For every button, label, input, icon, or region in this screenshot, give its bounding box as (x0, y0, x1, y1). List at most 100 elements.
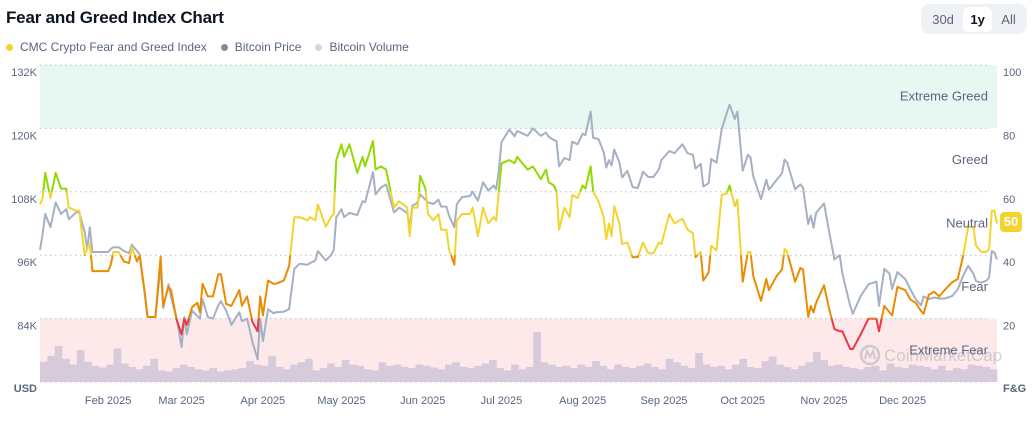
left-axis-tick: 120K (11, 130, 37, 142)
volume-bar (842, 366, 851, 382)
volume-bar (606, 369, 615, 382)
volume-bar (790, 369, 799, 382)
volume-bar (179, 364, 188, 382)
legend-dot-grey-icon (220, 43, 228, 51)
volume-bar (886, 363, 895, 382)
volume-bar (371, 370, 379, 382)
volume-bar (157, 370, 166, 382)
right-axis-tick: 20 (1003, 321, 1015, 333)
volume-bar (135, 369, 144, 382)
x-axis-tick: Nov 2025 (800, 395, 847, 407)
chart-legend: CMC Crypto Fear and Greed Index Bitcoin … (6, 40, 409, 54)
volume-bar (960, 369, 968, 382)
volume-bar (584, 366, 593, 382)
tab-all[interactable]: All (1001, 11, 1016, 27)
legend-item-bitcoin-price[interactable]: Bitcoin Price (220, 40, 302, 54)
volume-bar (489, 359, 497, 382)
zone-band-extreme-greed (40, 65, 997, 129)
volume-bar (282, 369, 291, 382)
volume-bar (746, 366, 755, 382)
volume-bar (496, 368, 505, 382)
volume-bar (562, 365, 571, 382)
volume-bar (231, 369, 240, 382)
volume-bar (466, 368, 475, 382)
fear-greed-line (39, 140, 998, 350)
volume-bar (268, 355, 276, 382)
volume-bar (503, 370, 512, 382)
volume-bar (474, 365, 482, 382)
volume-bar (849, 368, 858, 382)
volume-bar (297, 362, 306, 382)
volume-bar (835, 364, 843, 382)
x-axis-tick: Aug 2025 (559, 395, 606, 407)
watermark-text: CoinMarketCap (884, 346, 1002, 365)
tab-1y[interactable]: 1y (963, 6, 992, 32)
volume-bar (930, 369, 939, 382)
legend-label: Bitcoin Price (234, 40, 302, 54)
volume-bar (680, 365, 689, 382)
volume-bar (194, 369, 203, 382)
volume-bar (628, 368, 637, 382)
volume-bar (444, 364, 453, 382)
volume-bar (871, 365, 880, 382)
fear-greed-segment-greed (42, 140, 733, 192)
x-axis-tick: Mar 2025 (158, 395, 204, 407)
volume-bar (967, 364, 976, 382)
volume-bar (106, 364, 114, 382)
volume-bar (356, 365, 365, 382)
zone-label: Neutral (946, 216, 988, 231)
volume-bar (511, 364, 519, 382)
volume-bar (290, 364, 298, 382)
volume-bar (695, 353, 703, 382)
volume-bar (783, 366, 792, 382)
tab-30d[interactable]: 30d (932, 11, 954, 27)
volume-bar (69, 364, 78, 382)
volume-bar (812, 351, 821, 382)
volume-bar (319, 368, 328, 382)
x-axis-tick: Oct 2025 (720, 395, 765, 407)
volume-bar (120, 363, 129, 382)
fear-greed-segment-fear (83, 255, 965, 319)
volume-bar (879, 370, 887, 382)
zone-label: Extreme Greed (900, 89, 988, 104)
current-value-badge: 50 (1000, 212, 1022, 232)
volume-bar (452, 362, 460, 382)
volume-bar (84, 361, 92, 382)
legend-item-fear-greed[interactable]: CMC Crypto Fear and Greed Index (6, 40, 207, 54)
zone-label: Fear (961, 279, 988, 294)
volume-bar (408, 368, 416, 382)
volume-bar (636, 365, 644, 382)
volume-bar (893, 366, 902, 382)
volume-bar (54, 346, 63, 382)
volume-bar (415, 364, 424, 382)
x-axis-tick: Jul 2025 (481, 395, 523, 407)
volume-bar (754, 368, 762, 382)
coinmarketcap-watermark: CoinMarketCap (859, 344, 1002, 366)
volume-bar (989, 369, 998, 382)
volume-bar (776, 364, 784, 382)
volume-bar (437, 369, 446, 382)
volume-bar (430, 367, 438, 382)
volume-bar (209, 368, 217, 382)
volume-bar (275, 366, 284, 382)
volume-bar (820, 359, 828, 382)
right-axis-tick: 100 (1003, 67, 1021, 79)
volume-bar (916, 365, 924, 382)
volume-bar (938, 365, 946, 382)
legend-item-bitcoin-volume[interactable]: Bitcoin Volume (315, 40, 409, 54)
right-axis-label: F&G (1003, 383, 1026, 395)
bitcoin-price-line (39, 103, 998, 361)
volume-bar (577, 364, 586, 382)
volume-bar (385, 365, 394, 382)
legend-dot-yellow-icon (6, 43, 13, 51)
volume-bar (260, 365, 269, 382)
x-axis-tick: Dec 2025 (879, 395, 926, 407)
volume-bar (40, 361, 48, 382)
left-axis-tick: 84K (17, 321, 37, 333)
x-axis-tick: Jun 2025 (400, 395, 445, 407)
page-title: Fear and Greed Index Chart (6, 8, 224, 27)
volume-bar (798, 365, 806, 382)
volume-bar (76, 350, 85, 382)
volume-bar (805, 362, 814, 382)
